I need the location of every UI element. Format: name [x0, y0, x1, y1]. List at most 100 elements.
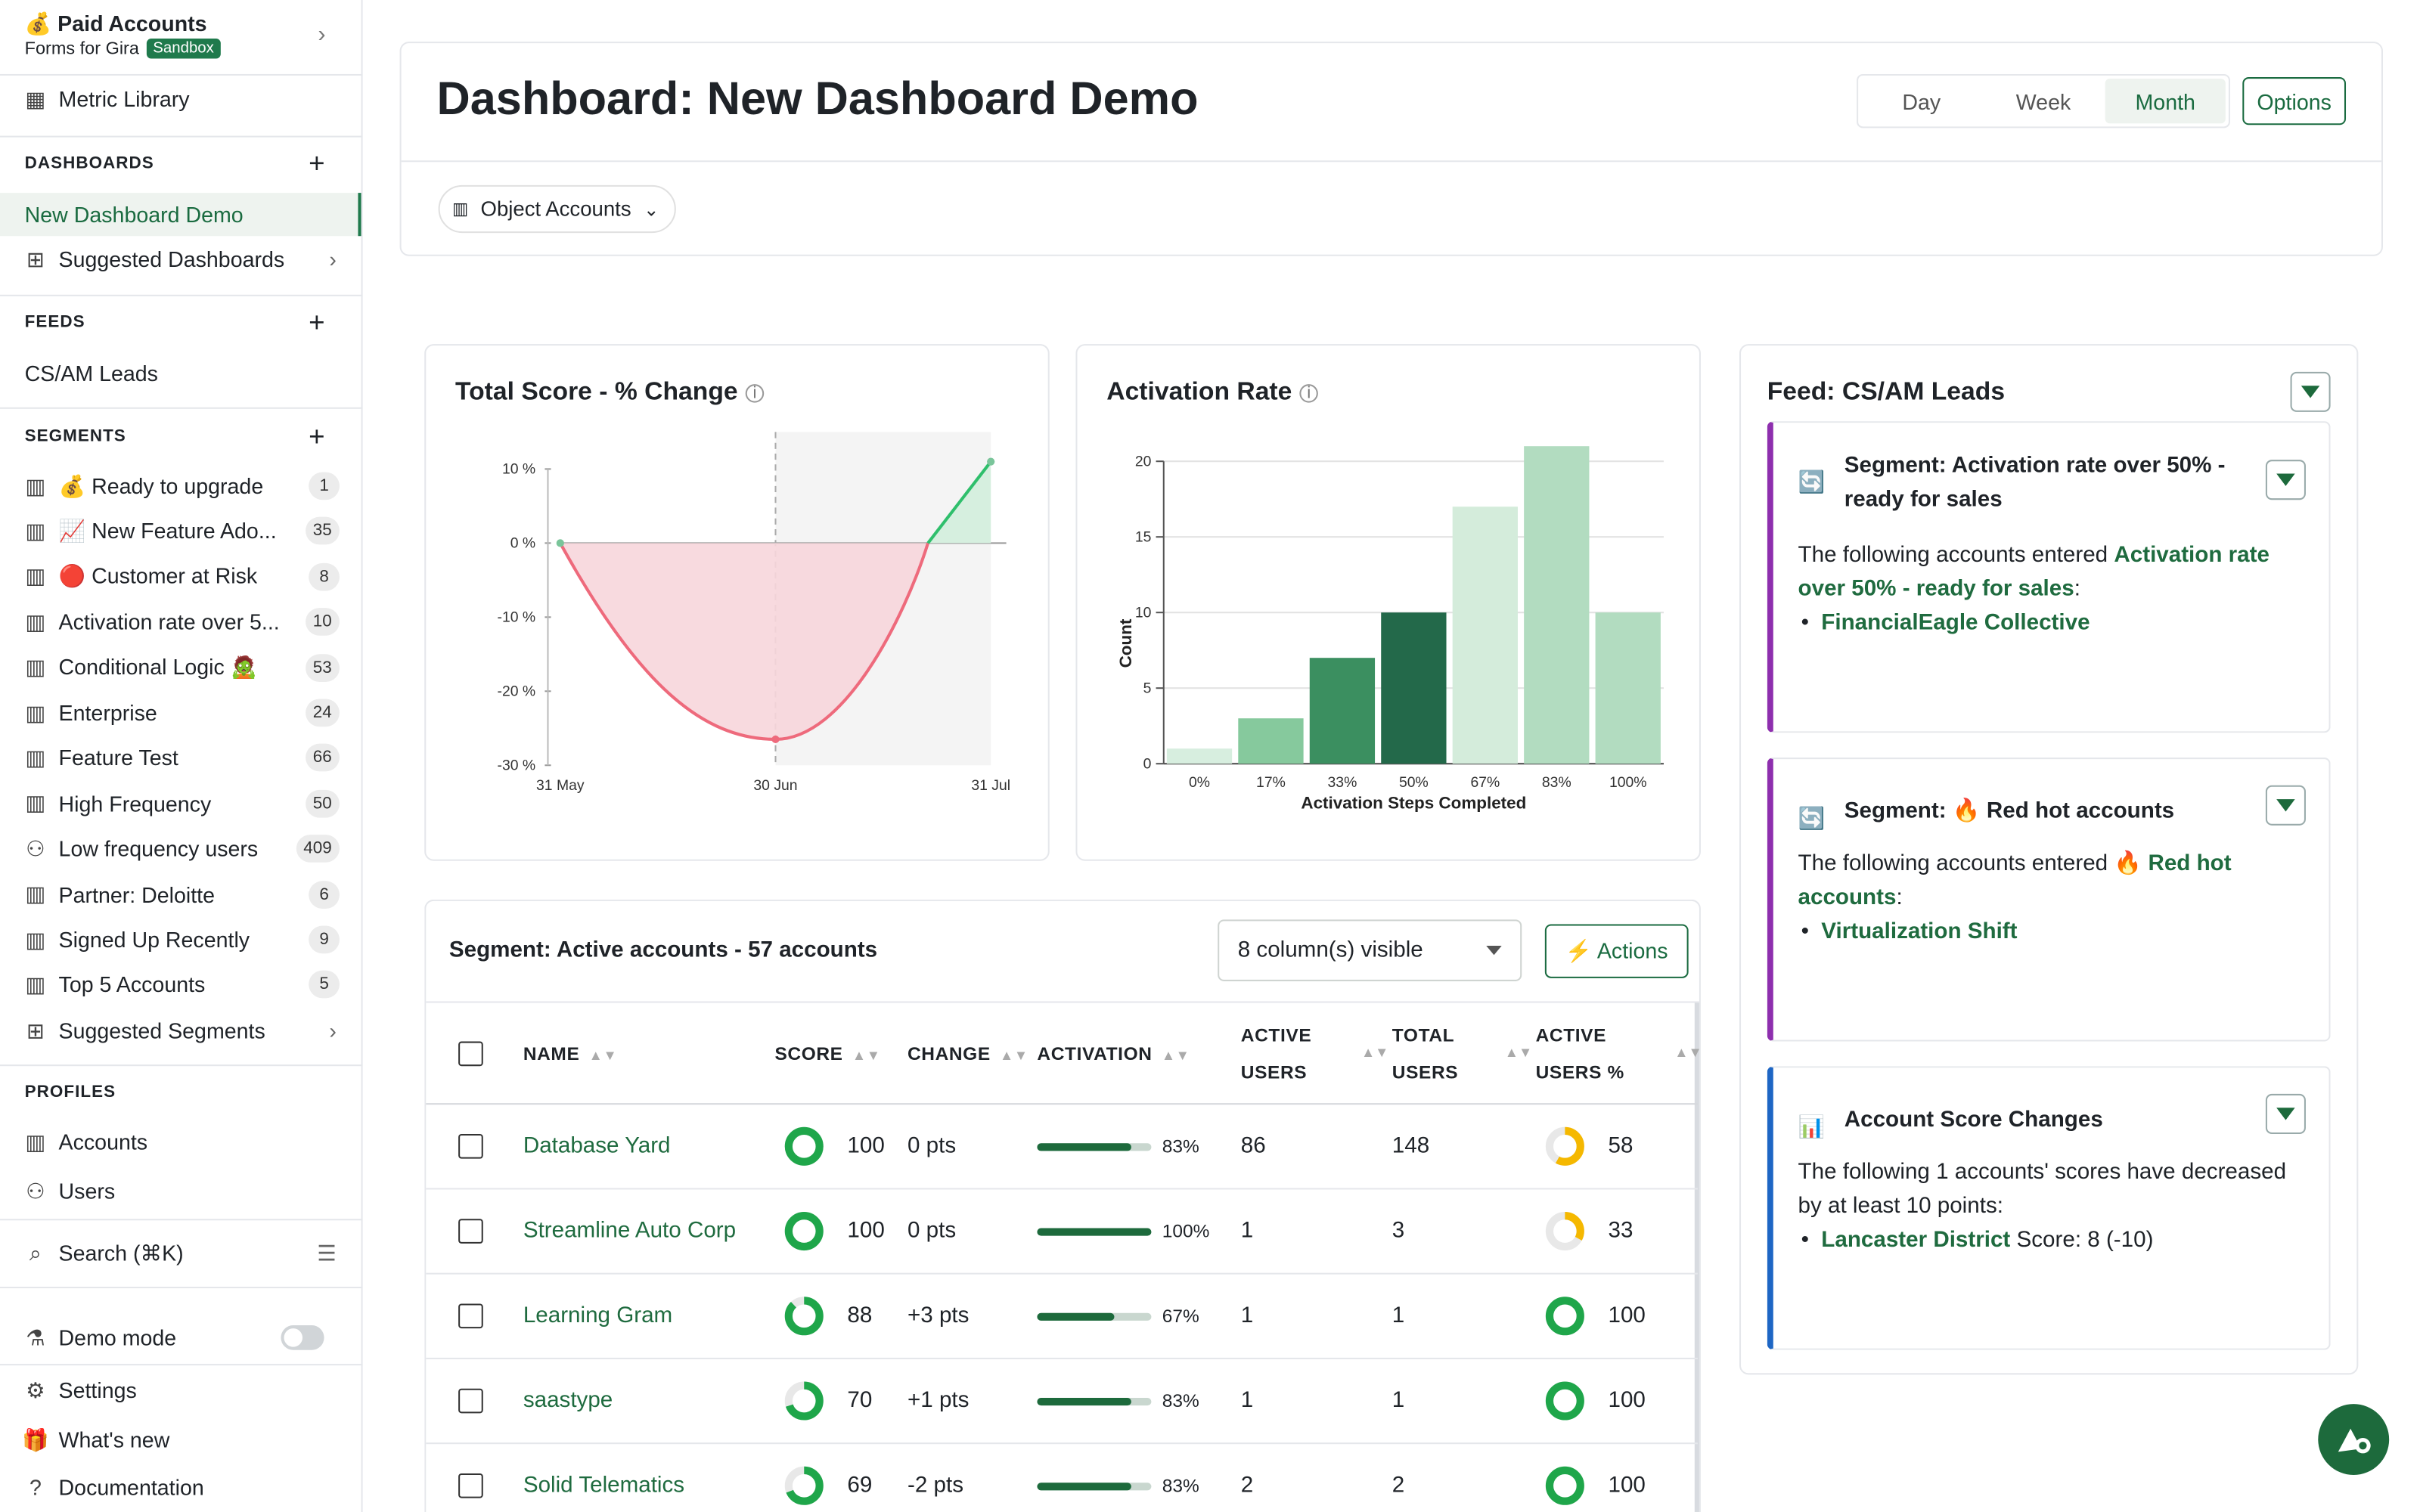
- score-value: 70: [847, 1388, 873, 1414]
- sidebar-item-accounts[interactable]: ▥ Accounts: [0, 1120, 361, 1163]
- sidebar-item-segment[interactable]: ▥ Signed Up Recently 9: [0, 918, 361, 961]
- table-row[interactable]: Streamline Auto Corp 100 0 pts 100% 1 3 33: [426, 1189, 1698, 1275]
- sort-icon[interactable]: ▲▼: [1674, 1044, 1702, 1061]
- sidebar-item-new-dashboard-demo[interactable]: New Dashboard Demo: [0, 193, 361, 237]
- table-row[interactable]: Database Yard 100 0 pts 83% 86 148 58: [426, 1105, 1698, 1190]
- sidebar-item-users[interactable]: ⚇ Users: [0, 1170, 361, 1213]
- data-point[interactable]: [556, 539, 564, 547]
- header-active-users[interactable]: ACTIVE USERS: [1241, 1017, 1364, 1091]
- header-name[interactable]: NAME ▲▼: [523, 1035, 617, 1074]
- sidebar-item-segment[interactable]: ▥ 📈 New Feature Ado... 35: [0, 510, 361, 553]
- bar[interactable]: [1524, 446, 1590, 764]
- workspace-org: Forms for Gira: [24, 39, 139, 58]
- sidebar-item-metric-library[interactable]: ▦ Metric Library: [0, 77, 361, 120]
- info-icon[interactable]: i: [745, 383, 765, 402]
- account-name-link[interactable]: saastype: [523, 1388, 613, 1414]
- feed-card-dropdown-button[interactable]: [2265, 460, 2306, 500]
- bar[interactable]: [1452, 507, 1518, 764]
- search-button[interactable]: ⌕ Search (⌘K) ☰: [0, 1232, 361, 1275]
- sidebar-item-segment[interactable]: ⚇ Low frequency users 409: [0, 827, 361, 870]
- sidebar-item-segment[interactable]: ▥ Partner: Deloitte 6: [0, 872, 361, 916]
- score-ring: [784, 1211, 824, 1251]
- workspace-chevron-icon[interactable]: ›: [318, 21, 326, 48]
- account-link[interactable]: Virtualization Shift: [1821, 919, 2018, 944]
- header-active-users-pct[interactable]: ACTIVE USERS %: [1536, 1017, 1644, 1091]
- chat-launcher-button[interactable]: [2318, 1404, 2390, 1476]
- sidebar-item-documentation[interactable]: ? Documentation: [0, 1466, 361, 1509]
- sidebar-item-whats-new[interactable]: 🎁 What's new: [0, 1418, 361, 1461]
- row-checkbox[interactable]: [458, 1388, 483, 1414]
- workspace-name[interactable]: 💰 Paid Accounts: [25, 11, 207, 37]
- row-checkbox[interactable]: [458, 1473, 483, 1498]
- add-segment-icon[interactable]: +: [309, 421, 325, 452]
- account-name-link[interactable]: Solid Telematics: [523, 1473, 685, 1498]
- actions-button[interactable]: ⚡ Actions: [1544, 924, 1689, 978]
- account-link[interactable]: FinancialEagle Collective: [1821, 611, 2090, 636]
- sidebar-item-suggested-dashboards[interactable]: ⊞ Suggested Dashboards ›: [0, 237, 361, 280]
- object-filter[interactable]: ▥ Object Accounts ⌄: [438, 184, 676, 234]
- sidebar-item-segment[interactable]: ▥ Enterprise 24: [0, 691, 361, 734]
- sparkle-box-icon: ⊞: [26, 246, 45, 271]
- account-link[interactable]: Lancaster District: [1821, 1228, 2011, 1253]
- total-users-value: 1: [1392, 1388, 1405, 1414]
- sidebar-item-segment[interactable]: ▥ Conditional Logic 🧟 53: [0, 646, 361, 689]
- x-tick-label: 33%: [1328, 774, 1357, 791]
- table-row[interactable]: Solid Telematics 69 -2 pts 83% 2 2 100: [426, 1444, 1698, 1512]
- sidebar-item-settings[interactable]: ⚙ Settings: [0, 1368, 361, 1411]
- feed-dropdown-button[interactable]: [2290, 371, 2331, 412]
- bar[interactable]: [1238, 718, 1304, 764]
- header-activation[interactable]: ACTIVATION ▲▼: [1037, 1035, 1190, 1074]
- row-checkbox[interactable]: [458, 1303, 483, 1329]
- sidebar-item-segment[interactable]: ▥ 🔴 Customer at Risk 8: [0, 555, 361, 598]
- bar[interactable]: [1595, 612, 1661, 764]
- bar[interactable]: [1166, 748, 1233, 764]
- change-value: -2 pts: [907, 1473, 964, 1498]
- row-checkbox[interactable]: [458, 1133, 483, 1159]
- refresh-icon: 🔄: [1798, 805, 1826, 830]
- info-icon[interactable]: i: [1299, 383, 1319, 402]
- period-month[interactable]: Month: [2105, 79, 2226, 124]
- score-ring: [784, 1296, 824, 1336]
- list-filter-icon[interactable]: ☰: [317, 1239, 337, 1265]
- data-point[interactable]: [771, 735, 780, 744]
- period-day[interactable]: Day: [1902, 88, 1941, 113]
- sidebar-item-segment[interactable]: ▥ Feature Test 66: [0, 736, 361, 779]
- data-point[interactable]: [987, 457, 995, 466]
- header-change[interactable]: CHANGE ▲▼: [908, 1035, 1028, 1074]
- feed-card-dropdown-button[interactable]: [2265, 1093, 2306, 1134]
- header-total-users[interactable]: TOTAL USERS: [1392, 1017, 1500, 1091]
- feed-card-dropdown-button[interactable]: [2265, 785, 2306, 826]
- sidebar-item-cs-am-leads[interactable]: CS/AM Leads: [0, 352, 361, 395]
- table-row[interactable]: saastype 70 +1 pts 83% 1 1 100: [426, 1359, 1698, 1445]
- header-score[interactable]: SCORE ▲▼: [774, 1035, 880, 1074]
- table-row[interactable]: Learning Gram 88 +3 pts 67% 1 1 100: [426, 1275, 1698, 1359]
- sort-icon[interactable]: ▲▼: [1504, 1044, 1533, 1061]
- sidebar-item-suggested-segments[interactable]: ⊞ Suggested Segments ›: [0, 1009, 361, 1052]
- row-checkbox[interactable]: [458, 1219, 483, 1244]
- demo-mode-toggle[interactable]: [281, 1325, 324, 1350]
- table-scrollbar[interactable]: [1694, 1002, 1699, 1512]
- segment-link[interactable]: 🔥 Red hot accounts: [1798, 851, 2232, 911]
- options-button[interactable]: Options: [2242, 77, 2347, 125]
- building-icon: ▥: [25, 971, 46, 997]
- bar-chart-icon: 📊: [1798, 1114, 1826, 1139]
- percent-ring-icon: [1545, 1466, 1584, 1505]
- account-name-link[interactable]: Learning Gram: [523, 1303, 673, 1329]
- count-badge: 5: [309, 971, 340, 999]
- add-feed-icon[interactable]: +: [309, 307, 325, 338]
- select-all-checkbox[interactable]: [458, 1041, 483, 1067]
- segment-link[interactable]: Activation rate over 50% - ready for sal…: [1798, 543, 2270, 602]
- period-week[interactable]: Week: [2015, 88, 2071, 113]
- columns-visible-select[interactable]: 8 column(s) visible: [1218, 919, 1522, 981]
- sidebar-item-segment[interactable]: ▥ High Frequency 50: [0, 782, 361, 825]
- sort-icon[interactable]: ▲▼: [1360, 1044, 1389, 1061]
- account-name-link[interactable]: Streamline Auto Corp: [523, 1219, 737, 1244]
- sidebar-item-segment[interactable]: ▥ Activation rate over 5... 10: [0, 600, 361, 643]
- sidebar-item-segment[interactable]: ▥ Top 5 Accounts 5: [0, 963, 361, 1006]
- bar[interactable]: [1309, 658, 1376, 764]
- add-dashboard-icon[interactable]: +: [309, 147, 325, 179]
- count-badge: 6: [309, 880, 340, 909]
- account-name-link[interactable]: Database Yard: [523, 1133, 671, 1159]
- bar[interactable]: [1381, 612, 1447, 764]
- sidebar-item-segment[interactable]: ▥ 💰 Ready to upgrade 1: [0, 464, 361, 507]
